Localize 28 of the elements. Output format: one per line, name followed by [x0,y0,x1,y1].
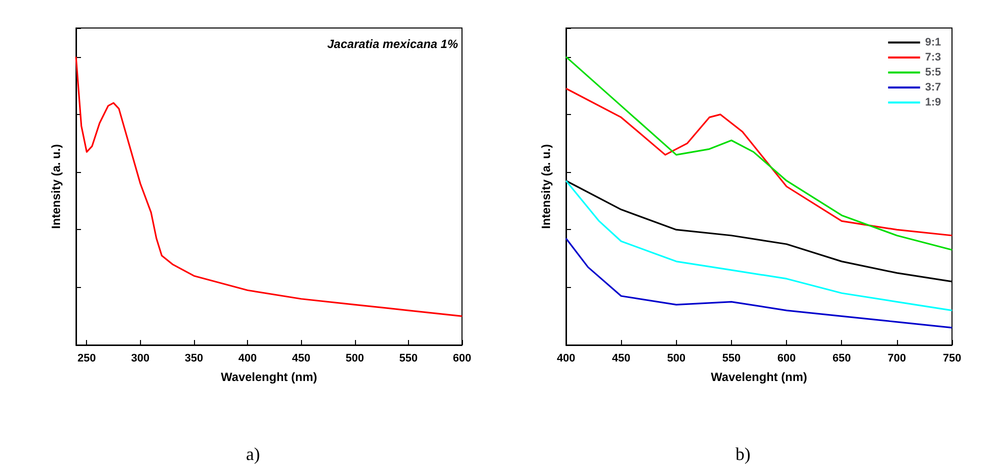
x-tick-label: 300 [131,352,150,364]
legend-label: 3:7 [925,82,942,94]
x-tick-label: 650 [832,352,851,364]
x-tick-label: 500 [346,352,364,364]
x-tick-label: 350 [184,352,204,364]
y-axis-title: Intensity (a. u.) [49,144,63,229]
x-tick-label: 450 [292,352,310,364]
x-tick-label: 750 [942,352,962,364]
x-tick-label: 400 [556,352,576,364]
x-tick-label: 600 [452,352,472,364]
text: b) [736,444,751,464]
x-tick-label: 500 [667,352,686,364]
x-tick-label: 600 [777,352,796,364]
legend-label: 7:3 [925,52,942,64]
x-axis-title: Wavelenght (nm) [710,370,808,384]
x-tick-label: 400 [238,352,257,364]
text: a) [246,444,260,464]
y-axis-title: Intensity (a. u.) [539,144,553,229]
legend-label: 5:5 [925,66,942,78]
x-tick-label: 550 [399,352,418,364]
legend-label: 9:1 [925,36,942,48]
legend-label: 1:9 [925,96,942,108]
x-tick-label: 550 [722,352,741,364]
x-tick-label: 250 [78,352,96,364]
x-tick-label: 700 [888,352,906,364]
text: Jacaratia mexicana 1% [327,37,458,51]
x-tick-label: 450 [612,352,630,364]
x-axis-title: Wavelenght (nm) [220,370,318,384]
